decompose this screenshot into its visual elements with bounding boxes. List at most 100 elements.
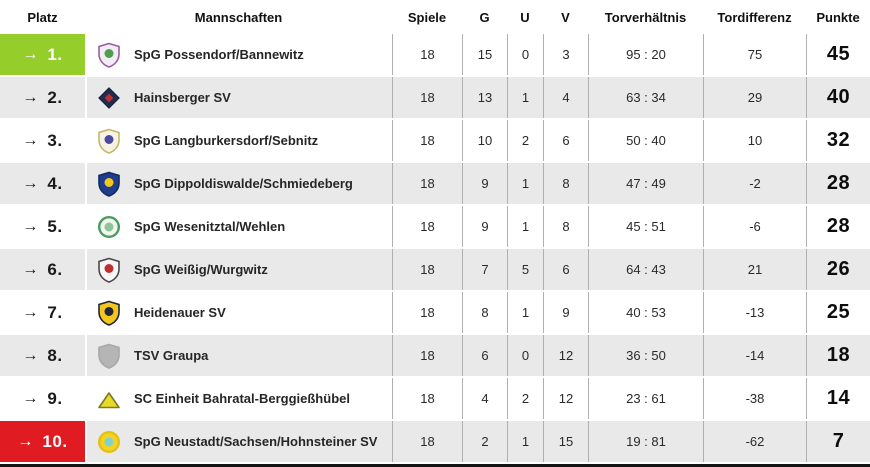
draws-value: 1 bbox=[507, 77, 543, 118]
tordifferenz-value: -6 bbox=[703, 206, 806, 247]
team-cell[interactable]: Hainsberger SV bbox=[85, 77, 392, 118]
tordifferenz-value: -62 bbox=[703, 421, 806, 462]
rank-number: 3. bbox=[47, 130, 63, 150]
table-row[interactable]: → 6. SpG Weißig/Wurgwitz 18 7 5 6 64 : 43 21 26 bbox=[0, 249, 870, 290]
spiele-value: 18 bbox=[392, 34, 462, 75]
table-row[interactable]: → 4. SpG Dippoldiswalde/Schmiedeberg 18 9 1 8 4… bbox=[0, 163, 870, 204]
tordifferenz-value: 75 bbox=[703, 34, 806, 75]
torverhaeltnis-value: 95 : 20 bbox=[588, 34, 703, 75]
draws-value: 0 bbox=[507, 335, 543, 376]
rank-number: 6. bbox=[47, 259, 63, 279]
trend-arrow-icon: → bbox=[22, 88, 39, 106]
team-name[interactable]: SpG Wesenitztal/Wehlen bbox=[134, 219, 286, 234]
tordifferenz-value: 21 bbox=[703, 249, 806, 290]
wins-value: 9 bbox=[462, 206, 507, 247]
header-spiele: Spiele bbox=[407, 9, 447, 25]
rank-number: 9. bbox=[47, 388, 63, 408]
draws-value: 1 bbox=[507, 163, 543, 204]
hainsberger-sv-crest bbox=[97, 85, 121, 111]
losses-value: 15 bbox=[543, 421, 588, 462]
trend-arrow-icon: → bbox=[22, 217, 39, 235]
spiele-value: 18 bbox=[392, 335, 462, 376]
table-row[interactable]: → 7. Heidenauer SV 18 8 1 9 40 : 53 -13 25 bbox=[0, 292, 870, 333]
torverhaeltnis-value: 63 : 34 bbox=[588, 77, 703, 118]
torverhaeltnis-value: 40 : 53 bbox=[588, 292, 703, 333]
spiele-value: 18 bbox=[392, 206, 462, 247]
team-name[interactable]: SpG Langburkersdorf/Sebnitz bbox=[134, 133, 319, 148]
team-name[interactable]: Hainsberger SV bbox=[134, 90, 231, 105]
table-row[interactable]: → 10. SpG Neustadt/Sachsen/Hohnsteiner SV 1… bbox=[0, 421, 870, 462]
team-name[interactable]: SpG Weißig/Wurgwitz bbox=[134, 262, 268, 277]
dippoldiswalde-schmiedeberg-crest bbox=[97, 171, 121, 197]
header-u: U bbox=[520, 9, 530, 25]
table-row[interactable]: → 5. SpG Wesenitztal/Wehlen 18 9 1 8 45 : 51 -6 2… bbox=[0, 206, 870, 247]
losses-value: 3 bbox=[543, 34, 588, 75]
spiele-value: 18 bbox=[392, 249, 462, 290]
team-name[interactable]: Heidenauer SV bbox=[134, 305, 226, 320]
table-header: Platz Mannschaften Spiele G U V Torverhä… bbox=[0, 0, 870, 34]
rank-number: 1. bbox=[47, 44, 63, 64]
draws-value: 0 bbox=[507, 34, 543, 75]
team-cell[interactable]: SpG Weißig/Wurgwitz bbox=[85, 249, 392, 290]
table-row[interactable]: → 8. TSV Graupa 18 6 0 12 36 : 50 -14 18 bbox=[0, 335, 870, 376]
rank-number: 10. bbox=[42, 431, 68, 451]
torverhaeltnis-value: 47 : 49 bbox=[588, 163, 703, 204]
team-cell[interactable]: Heidenauer SV bbox=[85, 292, 392, 333]
wins-value: 7 bbox=[462, 249, 507, 290]
header-v: V bbox=[561, 9, 570, 25]
possendorf-bannewitz-crest bbox=[97, 42, 121, 68]
spiele-value: 18 bbox=[392, 163, 462, 204]
table-row[interactable]: → 1. SpG Possendorf/Bannewitz 18 15 0 3 95 : 20… bbox=[0, 34, 870, 75]
losses-value: 8 bbox=[543, 206, 588, 247]
header-mannschaften: Mannschaften bbox=[194, 9, 283, 25]
team-name[interactable]: SpG Neustadt/Sachsen/Hohnsteiner SV bbox=[134, 434, 378, 449]
punkte-value: 28 bbox=[806, 206, 870, 247]
header-g: G bbox=[479, 9, 490, 25]
rank-cell: → 3. bbox=[0, 120, 85, 161]
draws-value: 1 bbox=[507, 421, 543, 462]
torverhaeltnis-value: 50 : 40 bbox=[588, 120, 703, 161]
torverhaeltnis-value: 64 : 43 bbox=[588, 249, 703, 290]
punkte-value: 28 bbox=[806, 163, 870, 204]
wins-value: 2 bbox=[462, 421, 507, 462]
torverhaeltnis-value: 45 : 51 bbox=[588, 206, 703, 247]
team-cell[interactable]: SpG Wesenitztal/Wehlen bbox=[85, 206, 392, 247]
weissig-wurgwitz-crest bbox=[97, 257, 121, 283]
wins-value: 8 bbox=[462, 292, 507, 333]
rank-cell: → 9. bbox=[0, 378, 85, 419]
spiele-value: 18 bbox=[392, 421, 462, 462]
langburkersdorf-sebnitz-crest bbox=[97, 128, 121, 154]
torverhaeltnis-value: 19 : 81 bbox=[588, 421, 703, 462]
team-name[interactable]: SC Einheit Bahratal-Berggießhübel bbox=[134, 391, 350, 406]
table-row[interactable]: → 2. Hainsberger SV 18 13 1 4 63 : 34 29 40 bbox=[0, 77, 870, 118]
team-cell[interactable]: SpG Possendorf/Bannewitz bbox=[85, 34, 392, 75]
team-name[interactable]: TSV Graupa bbox=[134, 348, 209, 363]
trend-arrow-icon: → bbox=[22, 131, 39, 149]
team-name[interactable]: SpG Dippoldiswalde/Schmiedeberg bbox=[134, 176, 353, 191]
torverhaeltnis-value: 36 : 50 bbox=[588, 335, 703, 376]
draws-value: 5 bbox=[507, 249, 543, 290]
rank-number: 7. bbox=[47, 302, 63, 322]
rank-number: 4. bbox=[47, 173, 63, 193]
team-name[interactable]: SpG Possendorf/Bannewitz bbox=[134, 47, 304, 62]
wins-value: 10 bbox=[462, 120, 507, 161]
team-cell[interactable]: SpG Langburkersdorf/Sebnitz bbox=[85, 120, 392, 161]
table-row[interactable]: → 9. SC Einheit Bahratal-Berggießhübel 18 4 2… bbox=[0, 378, 870, 419]
punkte-value: 32 bbox=[806, 120, 870, 161]
punkte-value: 14 bbox=[806, 378, 870, 419]
rank-number: 5. bbox=[47, 216, 63, 236]
team-cell[interactable]: SC Einheit Bahratal-Berggießhübel bbox=[85, 378, 392, 419]
trend-arrow-icon: → bbox=[22, 303, 39, 321]
trend-arrow-icon: → bbox=[22, 389, 39, 407]
table-row[interactable]: → 3. SpG Langburkersdorf/Sebnitz 18 10 2 6 50 :… bbox=[0, 120, 870, 161]
team-cell[interactable]: SpG Dippoldiswalde/Schmiedeberg bbox=[85, 163, 392, 204]
rank-cell: → 10. bbox=[0, 421, 85, 462]
punkte-value: 26 bbox=[806, 249, 870, 290]
rank-cell: → 2. bbox=[0, 77, 85, 118]
trend-arrow-icon: → bbox=[22, 346, 39, 364]
header-platz: Platz bbox=[27, 9, 58, 25]
neustadt-sachsen-hohnstein-crest bbox=[97, 429, 121, 455]
team-cell[interactable]: SpG Neustadt/Sachsen/Hohnsteiner SV bbox=[85, 421, 392, 462]
team-cell[interactable]: TSV Graupa bbox=[85, 335, 392, 376]
